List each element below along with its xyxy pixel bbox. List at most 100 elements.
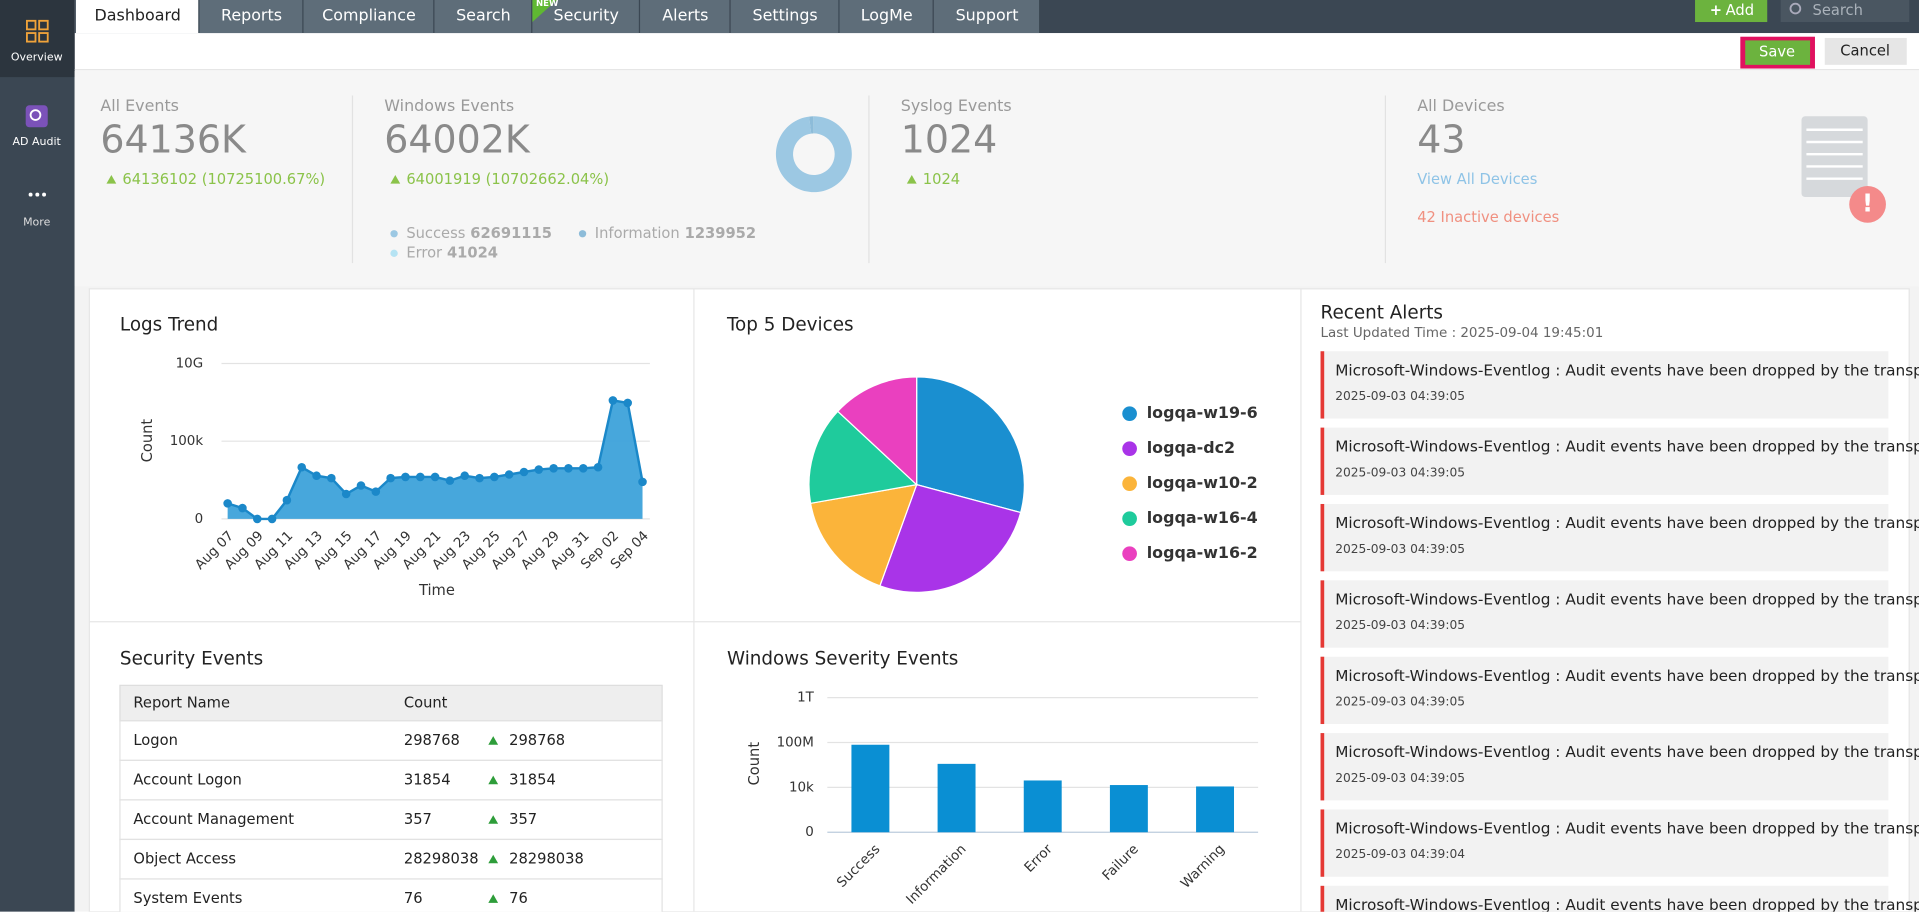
tab-label[interactable]: Dashboard [95,5,181,24]
save-label[interactable]: Save [1759,44,1795,61]
cancel-label[interactable]: Cancel [1840,42,1890,59]
ad-audit-glass [29,109,42,121]
point [475,473,484,483]
row-change: 28298038 [509,851,584,868]
bar [937,763,976,833]
cancel-button[interactable] [1824,37,1907,65]
alert-item[interactable] [1320,809,1889,877]
alert-item[interactable] [1320,351,1889,419]
alert-bar [1320,885,1325,912]
alert-text[interactable]: Microsoft-Windows-Eventlog : Audit event… [1335,743,1919,761]
x-axis-label: Time [418,582,455,599]
security-table: Report Name Count Logon 298768 298768 Account… [119,684,663,912]
column-header: Count [404,695,448,712]
alert-item[interactable] [1320,580,1889,648]
row-name: Logon [133,732,177,749]
panel-title: Top 5 Devices [726,315,854,336]
point [267,514,277,524]
summary-dividers [351,95,1387,264]
tab-label[interactable]: LogMe [861,5,913,24]
point [564,464,573,473]
tab[interactable] [640,0,730,34]
card-value: 1024 [901,117,998,161]
card-alert[interactable]: 42 Inactive devices [1417,209,1559,226]
up-arrow [390,175,401,184]
summary-bg [74,70,1919,287]
point [504,470,514,479]
legend-dot [390,230,398,238]
tab-label[interactable]: Reports [221,5,282,24]
alert-text[interactable]: Microsoft-Windows-Eventlog : Audit event… [1335,514,1919,532]
point [549,464,558,473]
alert-text[interactable]: Microsoft-Windows-Eventlog : Audit event… [1335,820,1919,838]
column-header: Report Name [133,695,230,712]
pie-slice [809,483,918,587]
search-placeholder[interactable]: Search [1813,2,1863,19]
bar [851,744,890,833]
alert-item[interactable] [1320,427,1889,495]
alert-item[interactable] [1320,503,1889,572]
tab-label[interactable]: Compliance [322,5,416,24]
y-axis-label: Count [746,742,763,786]
donut-slice [809,116,814,134]
tabs: Dashboard Reports Compliance Search Security… [75,0,1040,34]
tab[interactable] [933,0,1040,34]
bar [1109,785,1148,833]
card-label: All Devices [1417,96,1504,115]
alert-text[interactable]: Microsoft-Windows-Eventlog : Audit event… [1335,590,1919,608]
row-count: 28298038 [404,851,479,868]
search-box[interactable] [1780,0,1910,23]
y-tick-label: 10G [176,356,204,371]
tab-label[interactable]: Security [554,5,619,24]
save-button[interactable] [1745,40,1811,65]
tab[interactable] [434,0,532,34]
alert-text[interactable]: Microsoft-Windows-Eventlog : Audit event… [1335,438,1919,456]
alert-time: 2025-09-03 04:39:05 [1335,618,1465,632]
area [227,400,643,519]
alerts-title: Recent Alerts [1321,302,1443,323]
alert-time: 2025-09-03 04:39:05 [1335,695,1465,709]
alert-bar [1320,503,1325,572]
alert-time: 2025-09-03 04:39:04 [1335,847,1465,861]
sidebar-item[interactable]: More [23,216,51,229]
top-devices-chart: logqa-w19-6 logqa-dc2 logqa-w10-2 logqa-w16… [808,376,1258,593]
sidebar-item[interactable]: AD Audit [13,135,62,148]
alert-bar [1320,733,1325,801]
tab[interactable] [839,0,933,34]
card-change: 1024 [923,171,960,188]
alert-text[interactable]: Microsoft-Windows-Eventlog : Audit event… [1335,896,1919,912]
alert-item[interactable] [1320,656,1889,725]
sidebar-item[interactable]: Overview [11,51,63,64]
up-arrow [106,175,117,184]
alert-text[interactable]: Microsoft-Windows-Eventlog : Audit event… [1335,667,1919,685]
card-value: 64002K [384,117,531,161]
card-value: 64136K [100,117,247,161]
add-button[interactable] [1695,0,1768,23]
up-arrow [488,775,499,785]
card-change: 64001919 (10702662.04%) [406,171,609,188]
up-arrow [488,894,499,903]
point [608,396,618,405]
tab[interactable] [730,0,839,34]
tab-label[interactable]: Support [956,5,1019,24]
tab-label[interactable]: Settings [752,5,817,24]
card-link[interactable]: View All Devices [1417,171,1537,188]
tab[interactable] [199,0,303,34]
alert-item[interactable] [1320,885,1889,912]
up-arrow [906,175,917,184]
legend-dot [578,230,587,238]
alert-item[interactable] [1320,733,1889,801]
tab-label[interactable]: Alerts [662,5,708,24]
add-label[interactable]: Add [1726,2,1754,19]
legend-dot [1122,476,1137,492]
donut-slice [775,116,852,193]
tab[interactable] [303,0,434,34]
tab[interactable] [75,0,199,34]
table-row [119,720,663,761]
ad-audit-icon [25,105,48,128]
alert-text[interactable]: Microsoft-Windows-Eventlog : Audit event… [1335,361,1919,379]
row-name: Account Management [133,811,294,828]
row-name: System Events [133,890,242,907]
point [356,481,366,490]
tab-label[interactable]: Search [456,5,511,24]
